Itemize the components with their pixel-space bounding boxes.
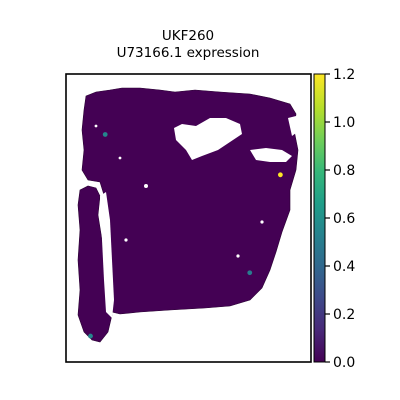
highlighted-spot [102, 132, 108, 137]
tissue-speck [124, 238, 128, 242]
tissue-main-region [81, 87, 299, 315]
colorbar-tick-label: 0.0 [333, 355, 355, 371]
tissue-hole-top [174, 118, 242, 160]
tissue-speck [144, 184, 148, 188]
tissue-speck [118, 156, 122, 160]
tissue-gap-right-edge [288, 116, 300, 136]
colorbar-tick-label: 0.4 [333, 259, 355, 275]
tissue-speck [236, 254, 240, 258]
highlighted-spot [88, 333, 93, 339]
colorbar-tick-label: 1.0 [333, 115, 355, 131]
colorbar [313, 73, 326, 363]
plot-frame [65, 73, 312, 363]
tissue-spots [77, 87, 300, 343]
colorbar-tick-label: 0.2 [333, 307, 355, 323]
chart-title-line-2: U73166.1 expression [117, 45, 260, 61]
tissue-gap-right [250, 148, 292, 162]
colorbar-ticks: 0.0 0.2 0.4 0.6 0.8 1.0 1.2 [325, 67, 355, 371]
colorbar-tick-label: 0.8 [333, 163, 355, 179]
colorbar-tick-label: 1.2 [333, 67, 355, 83]
highlighted-spot [247, 270, 253, 276]
chart-title-line-1: UKF260 [162, 28, 214, 44]
highlighted-spots [88, 132, 283, 339]
tissue-speck [260, 220, 264, 224]
highlighted-spot [277, 172, 283, 178]
tissue-gap-left [100, 192, 114, 318]
tissue-speck [94, 124, 98, 128]
colorbar-tick-label: 0.6 [333, 211, 355, 227]
